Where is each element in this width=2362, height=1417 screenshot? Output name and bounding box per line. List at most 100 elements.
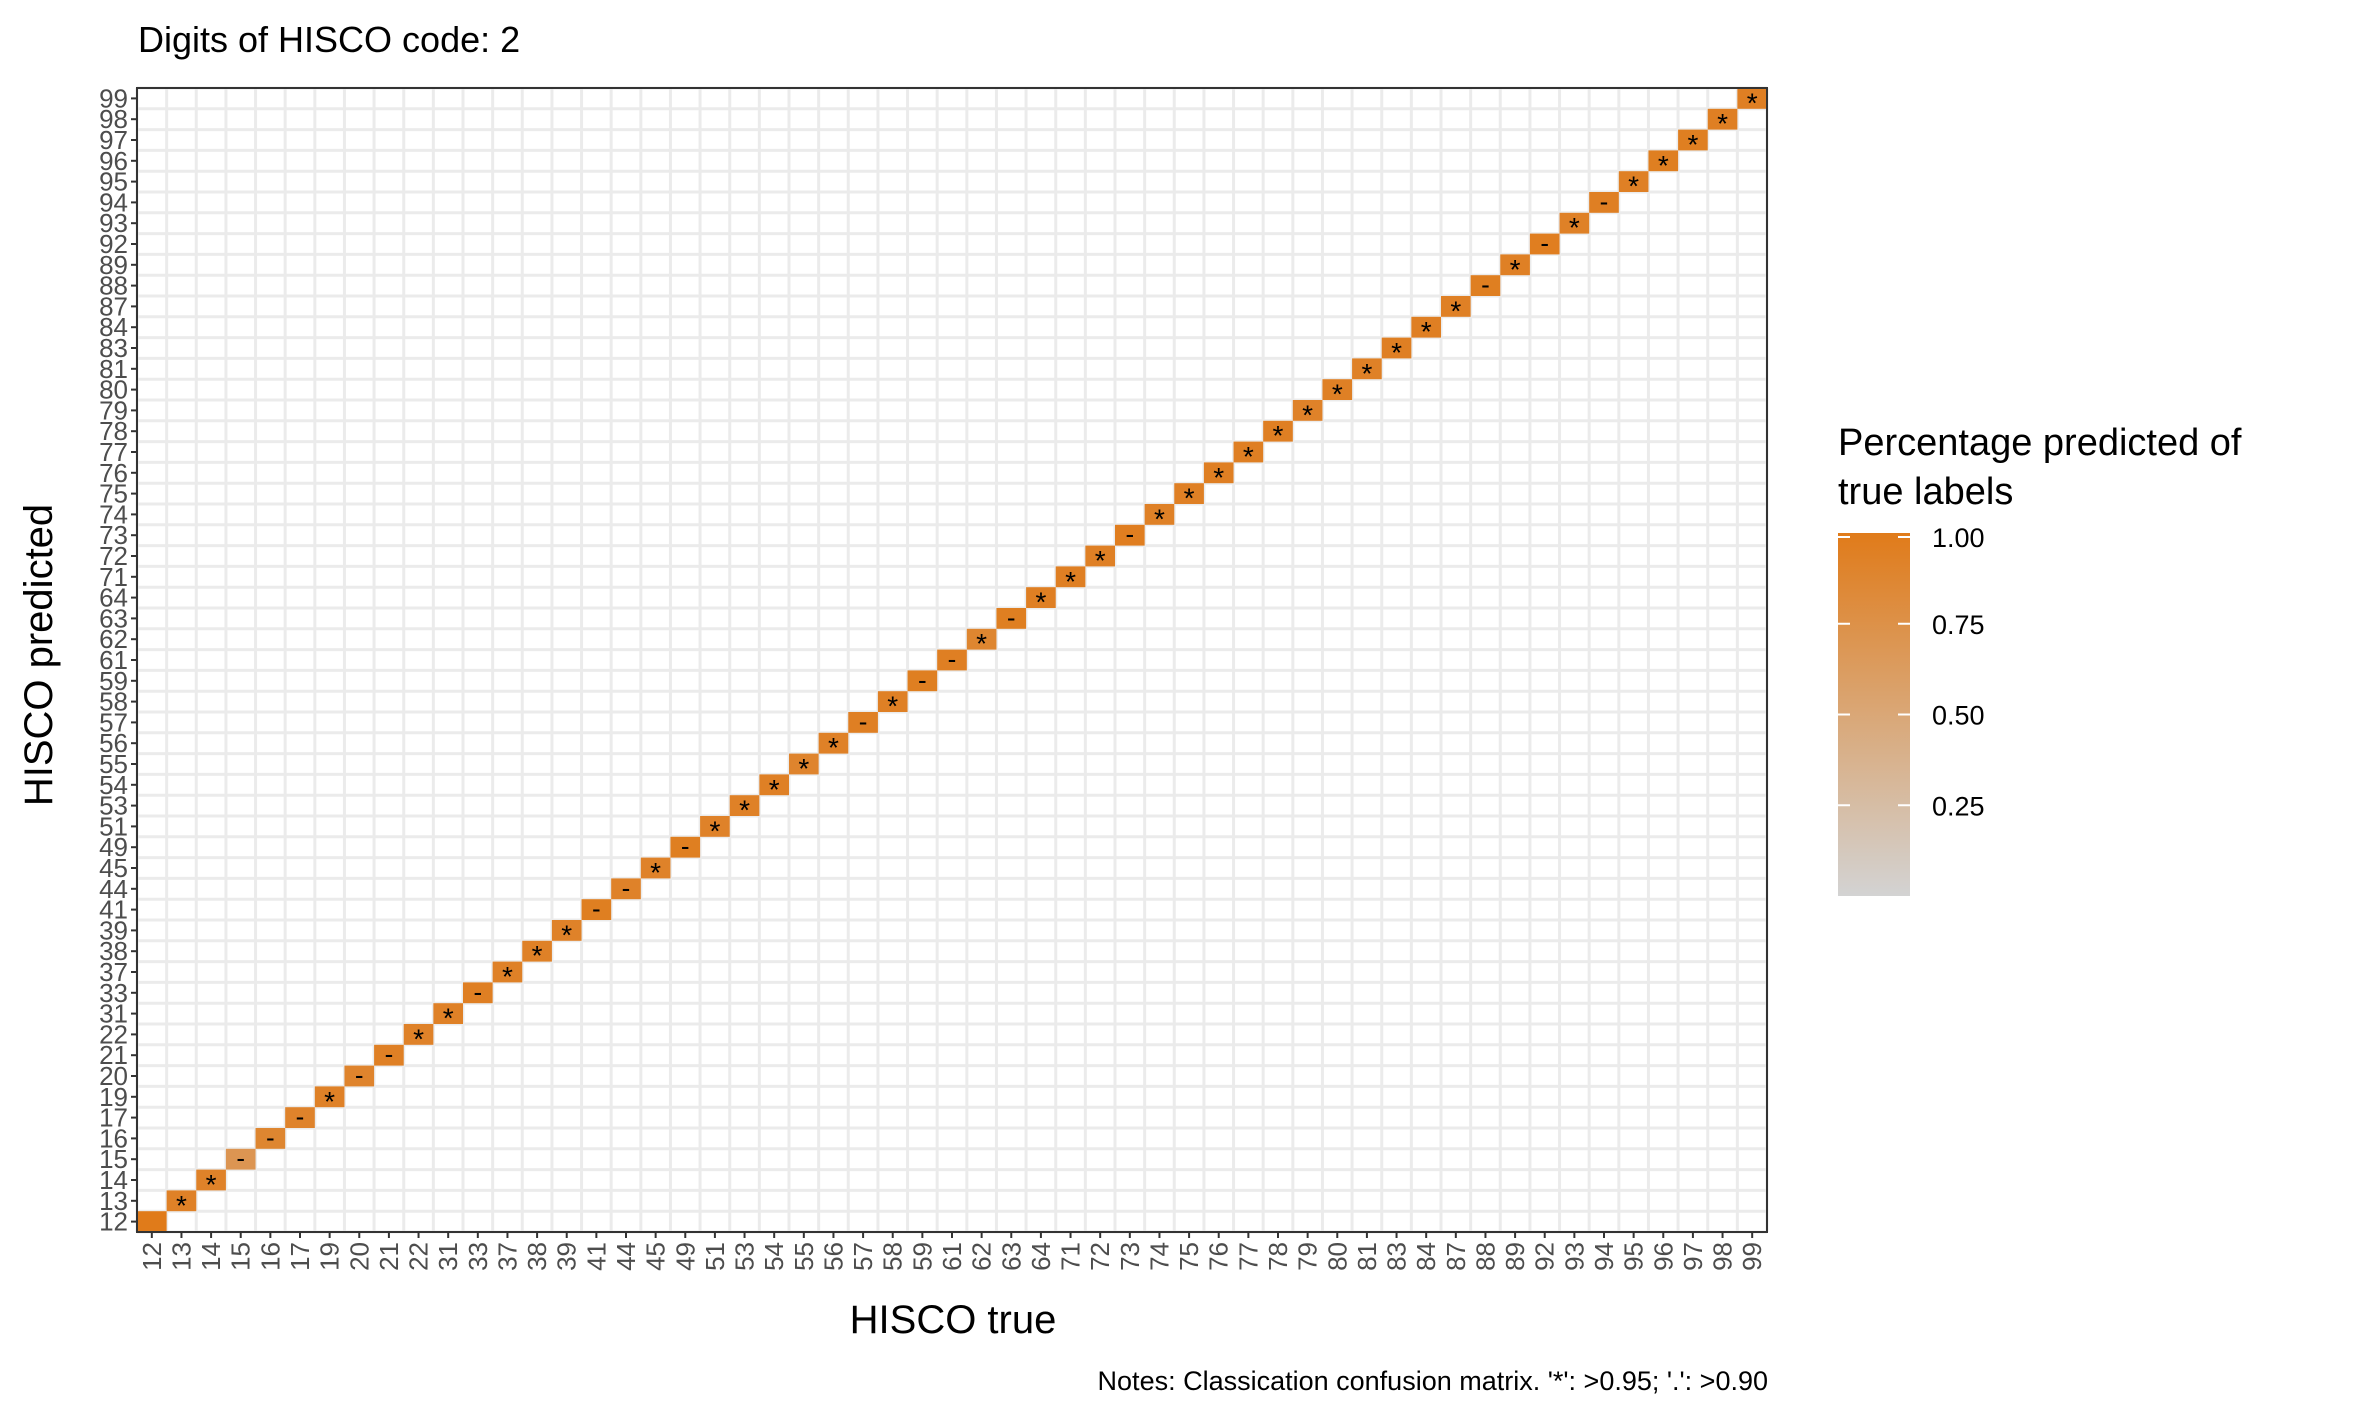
diagonal-tile-53 (729, 795, 760, 816)
y-tick-label-31: 31 (99, 999, 128, 1029)
cell-mark-19: * (324, 1086, 335, 1117)
cell-mark-74: * (1154, 503, 1165, 534)
y-tick-label-83: 83 (99, 333, 128, 363)
diagonal-tile-63 (996, 608, 1027, 629)
y-tick-label-53: 53 (99, 791, 128, 821)
x-tick-label-45: 45 (641, 1242, 671, 1271)
x-tick-label-20: 20 (344, 1242, 374, 1271)
cell-mark-41: - (592, 894, 601, 924)
diagonal-tile-94 (1589, 192, 1619, 213)
cell-mark-72: * (1095, 545, 1106, 576)
y-tick-label-71: 71 (99, 562, 128, 592)
y-tick-label-51: 51 (99, 811, 128, 841)
cell-mark-81: * (1361, 358, 1372, 389)
diagonal-tile-55 (789, 753, 819, 775)
y-tick-label-97: 97 (99, 125, 128, 155)
y-tick-label-93: 93 (99, 208, 128, 238)
diagonal-tile-77 (1233, 441, 1264, 463)
x-tick-label-16: 16 (255, 1242, 285, 1271)
diagonal-tile-95 (1618, 171, 1649, 192)
x-tick-label-59: 59 (907, 1242, 937, 1271)
heatmap-panel: **--- *-- **- ***-- *- *****- *-- *- ***- *******… (135, 86, 1769, 1234)
diagonal-tile-22 (403, 1024, 434, 1045)
x-tick-label-38: 38 (522, 1242, 552, 1271)
y-tick-label-76: 76 (99, 458, 128, 488)
y-tick-label-61: 61 (99, 645, 128, 675)
diagonal-tile-56 (818, 732, 849, 754)
cell-mark-53: * (739, 795, 750, 826)
x-tick-label-39: 39 (552, 1242, 582, 1271)
y-tick-label-88: 88 (99, 271, 128, 301)
y-tick-label-14: 14 (99, 1165, 128, 1195)
x-tick-label-58: 58 (878, 1242, 908, 1271)
cell-mark-99: * (1747, 87, 1758, 118)
diagonal-tiles (137, 88, 1767, 1232)
cell-mark-59: - (918, 665, 927, 695)
chart-title: Digits of HISCO code: 2 (138, 19, 520, 60)
x-tick-label-87: 87 (1441, 1242, 1471, 1271)
cell-mark-63: - (1007, 602, 1016, 632)
x-tick-label-56: 56 (818, 1242, 848, 1271)
diagonal-tile-12 (137, 1211, 167, 1232)
x-tick-label-73: 73 (1115, 1242, 1145, 1271)
x-tick-label-31: 31 (433, 1242, 463, 1271)
y-tick-label-77: 77 (99, 437, 128, 467)
cell-mark-76: * (1213, 462, 1224, 493)
y-tick-label-15: 15 (99, 1144, 128, 1174)
diagonal-tile-78 (1263, 420, 1293, 442)
diagonal-tile-17 (285, 1107, 315, 1128)
diagonal-tile-61 (937, 649, 967, 671)
cell-mark-13: * (176, 1190, 187, 1221)
cell-mark-61: - (948, 644, 957, 674)
x-tick-label-97: 97 (1678, 1242, 1708, 1271)
y-tick-label-95: 95 (99, 167, 128, 197)
diagonal-tile-59 (907, 670, 938, 692)
diagonal-tile-54 (759, 774, 789, 796)
diagonal-tile-80 (1322, 379, 1353, 400)
y-tick-label-12: 12 (99, 1207, 128, 1237)
diagonal-tile-98 (1707, 108, 1738, 130)
cell-mark-51: * (709, 815, 720, 846)
y-tick-label-92: 92 (99, 229, 128, 259)
cell-mark-77: * (1243, 441, 1254, 472)
diagonal-tile-15 (225, 1148, 256, 1170)
y-tick-label-62: 62 (99, 624, 128, 654)
cell-mark-87: * (1450, 295, 1461, 326)
y-tick-label-45: 45 (99, 853, 128, 883)
y-tick-label-72: 72 (99, 541, 128, 571)
cell-mark-33: - (473, 977, 482, 1007)
cell-mark-80: * (1332, 379, 1343, 410)
x-tick-label-78: 78 (1263, 1242, 1293, 1271)
y-tick-label-13: 13 (99, 1186, 128, 1216)
diagonal-tile-79 (1292, 400, 1323, 421)
x-tick-label-80: 80 (1322, 1242, 1352, 1271)
x-tick-label-19: 19 (315, 1242, 345, 1271)
y-tick-label-98: 98 (99, 104, 128, 134)
legend-tick-label: 0.50 (1932, 701, 1985, 731)
y-tick-label-63: 63 (99, 603, 128, 633)
x-tick-label-21: 21 (374, 1242, 404, 1271)
y-tick-label-75: 75 (99, 479, 128, 509)
x-tick-label-61: 61 (937, 1242, 967, 1271)
x-tick-label-33: 33 (463, 1242, 493, 1271)
y-tick-label-80: 80 (99, 375, 128, 405)
y-tick-label-56: 56 (99, 728, 128, 758)
y-tick-label-22: 22 (99, 1019, 128, 1049)
x-tick-label-57: 57 (848, 1242, 878, 1271)
cell-mark-95: * (1628, 171, 1639, 202)
diagonal-tile-87 (1441, 296, 1471, 317)
y-tick-label-37: 37 (99, 957, 128, 987)
y-tick-label-78: 78 (99, 416, 128, 446)
cell-mark-92: - (1540, 228, 1549, 258)
y-tick-label-21: 21 (99, 1040, 128, 1070)
y-tick-label-94: 94 (99, 187, 128, 217)
cell-mark-37: * (502, 961, 513, 992)
y-tick-label-79: 79 (99, 395, 128, 425)
y-tick-label-33: 33 (99, 978, 128, 1008)
diagonal-tile-83 (1381, 337, 1412, 359)
y-tick-label-49: 49 (99, 832, 128, 862)
diagonal-tile-99 (1737, 88, 1767, 109)
x-tick-label-41: 41 (581, 1242, 611, 1271)
diagonal-tile-97 (1678, 129, 1708, 151)
cell-mark-58: * (887, 691, 898, 722)
